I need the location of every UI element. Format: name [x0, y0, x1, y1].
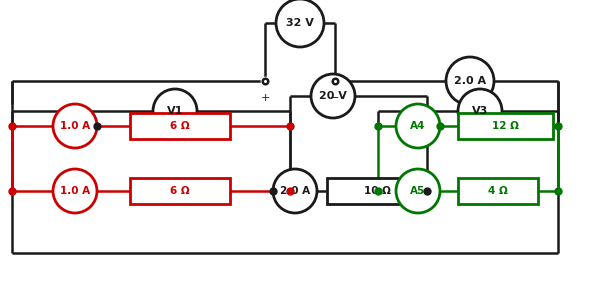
Circle shape	[396, 169, 440, 213]
Circle shape	[396, 104, 440, 148]
Circle shape	[53, 104, 97, 148]
Circle shape	[311, 74, 355, 118]
Text: 1.0 A: 1.0 A	[60, 121, 90, 131]
Text: A4: A4	[410, 121, 425, 131]
Text: 20 V: 20 V	[319, 91, 347, 101]
Circle shape	[446, 57, 494, 105]
Text: +: +	[260, 93, 269, 103]
Text: 6 Ω: 6 Ω	[170, 186, 190, 196]
Text: V1: V1	[167, 106, 183, 116]
FancyBboxPatch shape	[327, 178, 427, 204]
Text: 1.0 A: 1.0 A	[60, 186, 90, 196]
FancyBboxPatch shape	[458, 113, 553, 139]
FancyBboxPatch shape	[130, 178, 230, 204]
Text: 2.0 A: 2.0 A	[454, 76, 486, 86]
FancyBboxPatch shape	[458, 178, 538, 204]
Circle shape	[458, 89, 502, 133]
Text: −: −	[331, 93, 340, 103]
Circle shape	[276, 0, 324, 47]
Text: V3: V3	[472, 106, 488, 116]
Text: A5: A5	[410, 186, 425, 196]
Circle shape	[53, 169, 97, 213]
Text: 32 V: 32 V	[286, 18, 314, 28]
Circle shape	[153, 89, 197, 133]
Text: 6 Ω: 6 Ω	[170, 121, 190, 131]
Text: 10 Ω: 10 Ω	[364, 186, 391, 196]
FancyBboxPatch shape	[130, 113, 230, 139]
Text: 4 Ω: 4 Ω	[488, 186, 508, 196]
Text: 12 Ω: 12 Ω	[492, 121, 519, 131]
Text: 2.0 A: 2.0 A	[280, 186, 310, 196]
Circle shape	[273, 169, 317, 213]
